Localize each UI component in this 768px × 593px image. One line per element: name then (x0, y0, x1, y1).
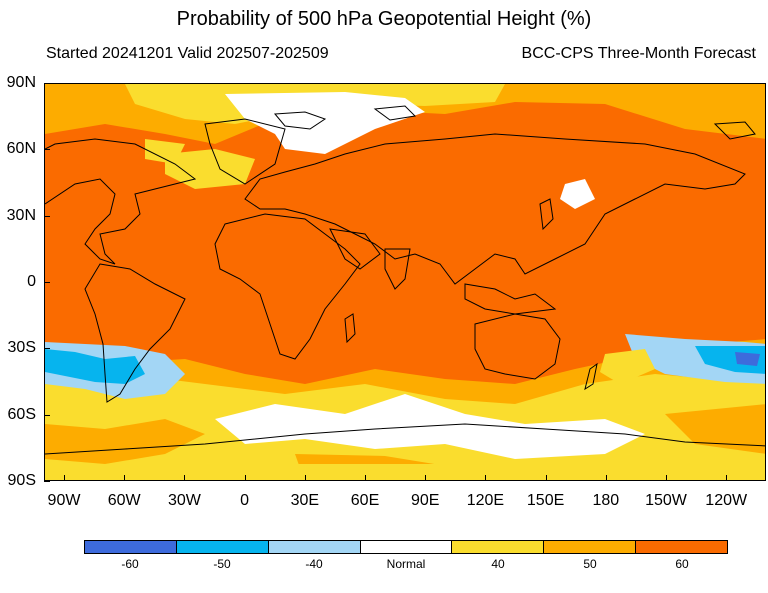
region-neg50 (695, 346, 765, 374)
lon-label: 60W (107, 492, 141, 509)
region-normal (560, 179, 595, 209)
lat-label: 30N (6, 206, 36, 224)
southern-anomaly-regions (45, 334, 765, 480)
subtitle-right: BCC-CPS Three-Month Forecast (521, 45, 756, 62)
lon-tick (64, 475, 65, 481)
lat-label: 60N (6, 140, 36, 158)
lat-label: 90N (6, 74, 36, 91)
colorbar-label: 50 (583, 557, 597, 571)
region-normal (215, 394, 645, 459)
lon-label: 90E (410, 492, 440, 509)
colorbar-segment (544, 541, 637, 553)
lon-tick (726, 475, 728, 481)
map-canvas (45, 84, 765, 480)
subtitle-left: Started 20241201 Valid 202507-202509 (46, 45, 329, 62)
region-neg60 (735, 352, 760, 366)
colorbar-label: 60 (675, 557, 689, 571)
lon-tick (365, 475, 366, 481)
lon-tick (605, 475, 607, 481)
colorbar-label: -50 (213, 557, 231, 571)
lon-label: 30E (290, 492, 320, 509)
colorbar-label: -60 (121, 557, 139, 571)
colorbar-label: Normal (386, 557, 426, 571)
region-p50 (45, 419, 205, 464)
colorbar-label: -40 (305, 557, 323, 571)
lon-tick (304, 475, 306, 481)
probability-map (44, 83, 766, 481)
lat-tick (44, 83, 50, 84)
lat-label: 30S (7, 339, 36, 357)
lon-label: 150W (645, 492, 687, 509)
colorbar-label: 40 (491, 557, 505, 571)
lon-label: 30W (167, 492, 201, 509)
region-p40 (600, 349, 655, 384)
lat-tick (44, 414, 50, 416)
lon-tick (124, 475, 126, 481)
region-p40 (165, 149, 255, 189)
lon-tick (666, 475, 667, 481)
lon-label: 90W (47, 492, 81, 509)
colorbar-segment (268, 541, 361, 553)
colorbar-segment (452, 541, 545, 553)
lon-tick (545, 475, 547, 481)
lat-label: 0 (27, 273, 36, 290)
region-normal (225, 92, 425, 154)
arctic-anomaly-regions (45, 84, 765, 209)
lon-label: 150E (526, 492, 565, 509)
lat-tick (44, 149, 50, 151)
chart-title: Probability of 500 hPa Geopotential Heig… (176, 8, 592, 30)
region-p50 (665, 404, 765, 454)
lon-tick (485, 475, 487, 481)
region-p40 (145, 139, 185, 164)
lat-tick (44, 282, 50, 283)
lon-label: 120E (466, 492, 505, 509)
region-p40 (45, 464, 765, 480)
lat-tick (44, 348, 50, 350)
colorbar-segment (636, 541, 728, 553)
lon-label: 180 (592, 492, 620, 509)
colorbar (84, 540, 728, 554)
lon-tick (425, 475, 427, 481)
lon-label: 0 (240, 492, 250, 509)
lon-tick (244, 475, 246, 481)
lat-tick (44, 481, 50, 482)
colorbar-segment (85, 541, 177, 553)
region-neg50 (45, 349, 145, 384)
lat-label: 60S (7, 405, 36, 423)
lon-tick (184, 475, 186, 481)
colorbar-segment (176, 541, 269, 553)
lat-tick (44, 215, 50, 217)
lat-label: 90S (7, 472, 36, 489)
lon-label: 60E (350, 492, 380, 509)
colorbar-segment (360, 541, 453, 553)
lon-label: 120W (705, 492, 748, 509)
coastlines (45, 105, 765, 455)
